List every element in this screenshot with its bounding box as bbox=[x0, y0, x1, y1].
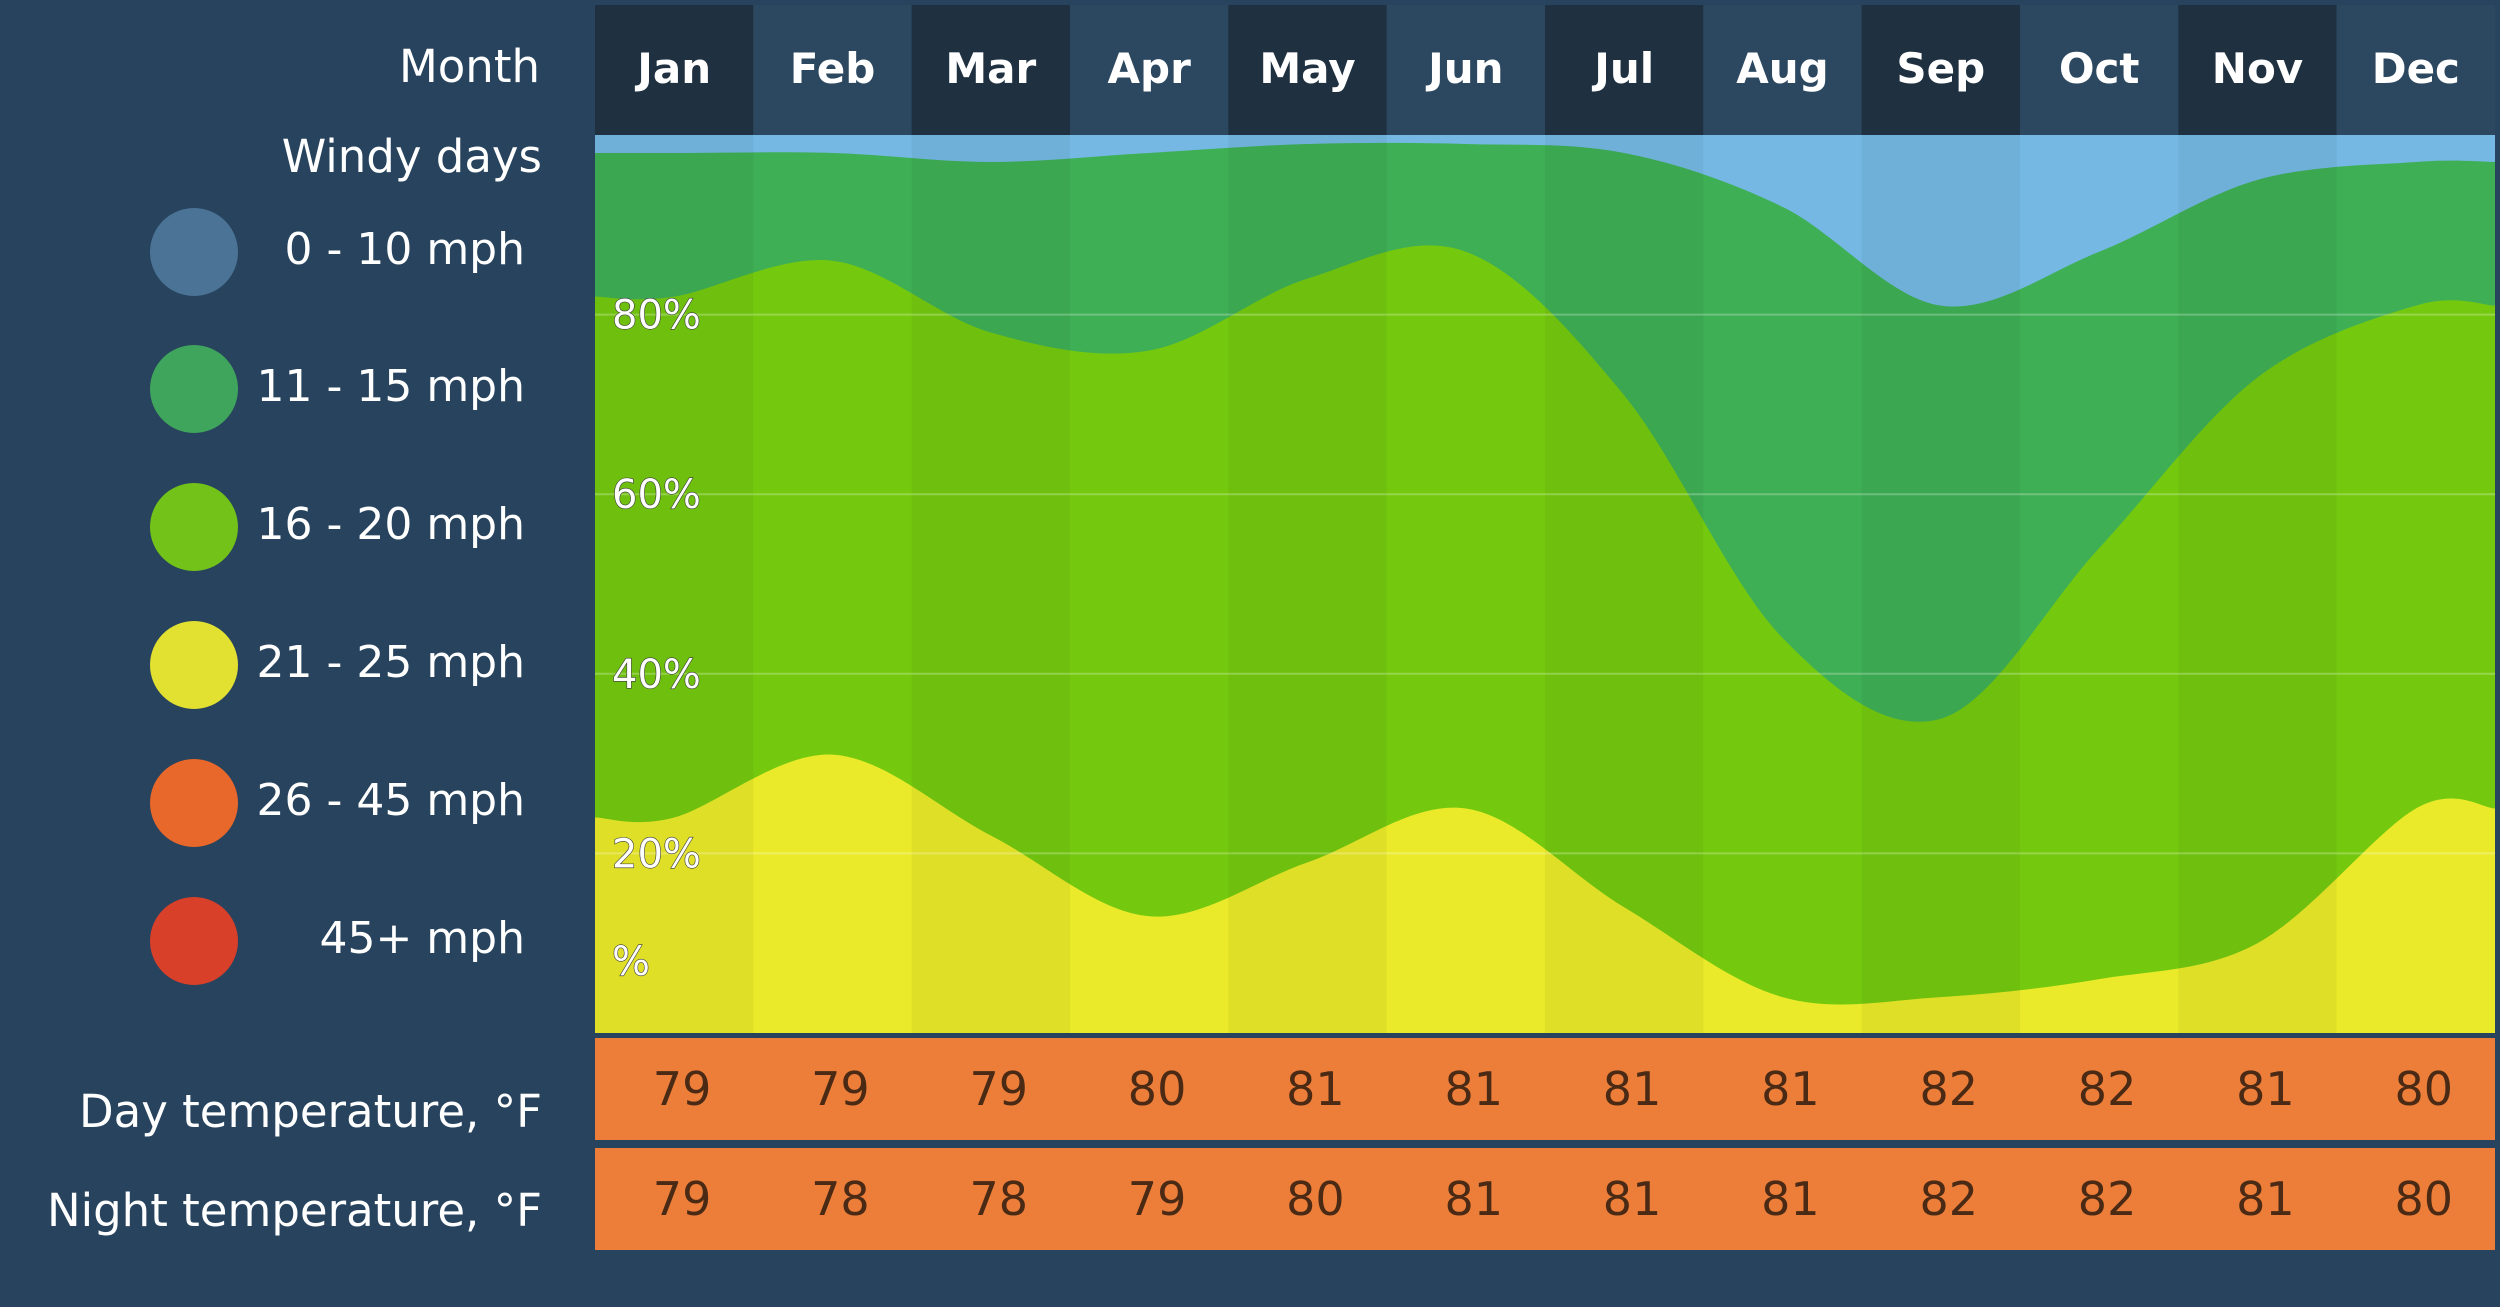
night-temp-value: 82 bbox=[1919, 1172, 1978, 1226]
night-temp-value: 81 bbox=[2236, 1172, 2295, 1226]
month-header-cell bbox=[1545, 5, 1704, 135]
day-temp-value: 81 bbox=[1603, 1062, 1662, 1116]
night-temp-value: 79 bbox=[653, 1172, 712, 1226]
month-label-may: May bbox=[1259, 44, 1355, 93]
month-label-jun: Jun bbox=[1425, 44, 1503, 93]
month-header-cell bbox=[911, 5, 1070, 135]
day-temperature-label: Day temperature, °F bbox=[78, 1085, 542, 1138]
legend-dot-icon bbox=[150, 483, 238, 571]
legend-item-0-10: 0 - 10 mph bbox=[150, 208, 530, 298]
night-temp-value: 82 bbox=[2078, 1172, 2137, 1226]
legend-dot-icon bbox=[150, 208, 238, 296]
y-tick-label: 60% bbox=[612, 472, 701, 518]
column-shade bbox=[1545, 135, 1704, 1033]
area-series-16-20-mph bbox=[595, 245, 2495, 1033]
legend-item-11-15: 11 - 15 mph bbox=[150, 345, 530, 435]
legend-item-26-45: 26 - 45 mph bbox=[150, 759, 530, 849]
month-header-cell bbox=[1228, 5, 1387, 135]
y-tick-label: % bbox=[612, 939, 650, 985]
month-header-label: Month bbox=[398, 40, 540, 93]
day-temp-row bbox=[595, 1038, 2495, 1140]
night-temp-value: 80 bbox=[2394, 1172, 2453, 1226]
day-temp-value: 81 bbox=[1286, 1062, 1345, 1116]
legend-dot-icon bbox=[150, 621, 238, 709]
month-header-cell bbox=[2336, 5, 2495, 135]
column-shade bbox=[1861, 135, 2020, 1033]
month-label-aug: Aug bbox=[1736, 44, 1828, 93]
night-temp-value: 81 bbox=[1444, 1172, 1503, 1226]
windy-days-label: Windy days bbox=[281, 130, 542, 183]
legend-label: 16 - 20 mph bbox=[256, 499, 526, 550]
day-temp-value: 81 bbox=[1761, 1062, 1820, 1116]
legend-dot-icon bbox=[150, 345, 238, 433]
day-temp-value: 79 bbox=[811, 1062, 870, 1116]
day-temp-value: 81 bbox=[1444, 1062, 1503, 1116]
legend-dot-icon bbox=[150, 897, 238, 985]
y-tick-label: 20% bbox=[612, 831, 701, 877]
day-temp-value: 79 bbox=[653, 1062, 712, 1116]
night-temp-value: 78 bbox=[811, 1172, 870, 1226]
legend-dot-icon bbox=[150, 759, 238, 847]
night-temp-value: 81 bbox=[1761, 1172, 1820, 1226]
day-temp-value: 81 bbox=[2236, 1062, 2295, 1116]
month-header-cell bbox=[1861, 5, 2020, 135]
month-label-nov: Nov bbox=[2212, 44, 2303, 93]
legend-item-16-20: 16 - 20 mph bbox=[150, 483, 530, 573]
month-header-cell bbox=[1070, 5, 1229, 135]
night-temp-value: 78 bbox=[969, 1172, 1028, 1226]
month-label-dec: Dec bbox=[2372, 44, 2460, 93]
night-temp-value: 81 bbox=[1603, 1172, 1662, 1226]
night-temp-value: 80 bbox=[1286, 1172, 1345, 1226]
y-tick-label: 80% bbox=[612, 293, 701, 339]
y-tick-label: 40% bbox=[612, 652, 701, 698]
legend-label: 26 - 45 mph bbox=[256, 775, 526, 826]
month-header-cell bbox=[595, 5, 754, 135]
month-label-feb: Feb bbox=[790, 44, 876, 93]
night-temp-row bbox=[595, 1148, 2495, 1250]
area-series-21-25-mph bbox=[595, 754, 2495, 1033]
day-temp-value: 82 bbox=[2078, 1062, 2137, 1116]
month-label-mar: Mar bbox=[945, 44, 1036, 93]
month-label-jul: Jul bbox=[1591, 44, 1654, 93]
night-temperature-label: Night temperature, °F bbox=[46, 1184, 542, 1237]
column-shade bbox=[2178, 135, 2337, 1033]
legend-label: 0 - 10 mph bbox=[284, 224, 526, 275]
column-shade bbox=[1228, 135, 1387, 1033]
month-header-cell bbox=[1703, 5, 1862, 135]
column-shade bbox=[595, 135, 754, 1033]
month-label-apr: Apr bbox=[1108, 44, 1192, 93]
month-header-cell bbox=[1386, 5, 1545, 135]
legend-label: 45+ mph bbox=[319, 913, 525, 964]
legend-label: 21 - 25 mph bbox=[256, 637, 526, 688]
day-temp-value: 80 bbox=[2394, 1062, 2453, 1116]
column-shade bbox=[911, 135, 1070, 1033]
legend-label: 11 - 15 mph bbox=[256, 361, 526, 412]
month-label-jan: Jan bbox=[634, 44, 711, 93]
month-header-cell bbox=[753, 5, 912, 135]
day-temp-value: 80 bbox=[1128, 1062, 1187, 1116]
day-temp-value: 79 bbox=[969, 1062, 1028, 1116]
legend-item-45-plus: 45+ mph bbox=[150, 897, 530, 987]
month-label-sep: Sep bbox=[1896, 44, 1985, 93]
night-temp-value: 79 bbox=[1128, 1172, 1187, 1226]
month-label-oct: Oct bbox=[2059, 44, 2140, 93]
legend-item-21-25: 21 - 25 mph bbox=[150, 621, 530, 711]
day-temp-value: 82 bbox=[1919, 1062, 1978, 1116]
month-header-cell bbox=[2020, 5, 2179, 135]
month-header-cell bbox=[2178, 5, 2337, 135]
